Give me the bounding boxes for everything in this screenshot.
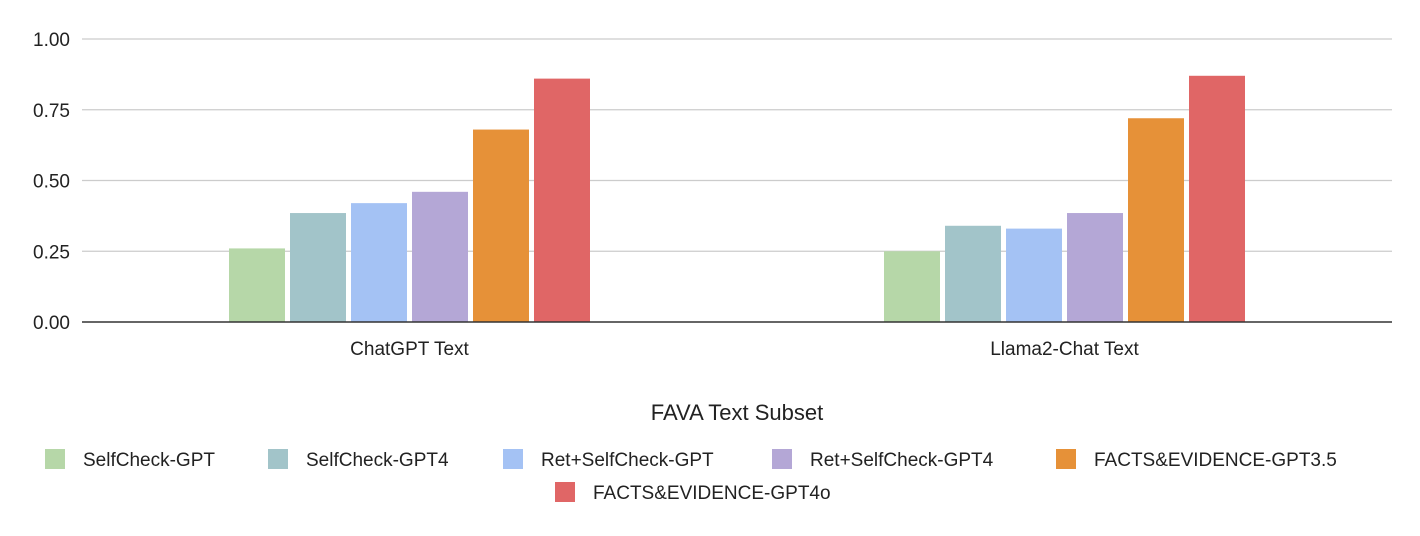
x-category-label: ChatGPT Text [350, 339, 469, 360]
x-category-label: Llama2-Chat Text [990, 339, 1139, 360]
bar [290, 213, 346, 322]
y-tick-label: 1.00 [33, 30, 70, 51]
legend-label: SelfCheck-GPT [83, 450, 215, 471]
legend-swatch [1056, 449, 1076, 469]
y-axis-ticks: 0.00 0.25 0.50 0.75 1.00 [33, 30, 70, 334]
x-axis-categories: ChatGPT Text Llama2-Chat Text [350, 339, 1139, 360]
y-tick-label: 0.25 [33, 242, 70, 263]
legend: SelfCheck-GPT SelfCheck-GPT4 Ret+SelfCheck… [45, 449, 1337, 504]
legend-swatch [268, 449, 288, 469]
y-tick-label: 0.50 [33, 172, 70, 193]
bar [351, 203, 407, 322]
bar [534, 78, 590, 323]
bar [1006, 228, 1062, 322]
bar [1189, 75, 1245, 322]
bar [412, 191, 468, 322]
bars [229, 75, 1245, 323]
legend-label: SelfCheck-GPT4 [306, 450, 449, 471]
legend-swatch [45, 449, 65, 469]
bar [1128, 118, 1184, 323]
bar [884, 251, 940, 322]
legend-swatch [503, 449, 523, 469]
legend-swatch [772, 449, 792, 469]
y-tick-label: 0.75 [33, 101, 70, 122]
legend-label: FACTS&EVIDENCE-GPT3.5 [1094, 450, 1337, 471]
bar [1067, 213, 1123, 322]
bar [229, 248, 285, 322]
bar [945, 225, 1001, 322]
bar [473, 129, 529, 322]
y-tick-label: 0.00 [33, 313, 70, 334]
legend-label: Ret+SelfCheck-GPT [541, 450, 714, 471]
legend-label: Ret+SelfCheck-GPT4 [810, 450, 994, 471]
x-axis-label: FAVA Text Subset [651, 400, 823, 425]
legend-swatch [555, 482, 575, 502]
legend-label: FACTS&EVIDENCE-GPT4o [593, 483, 831, 504]
